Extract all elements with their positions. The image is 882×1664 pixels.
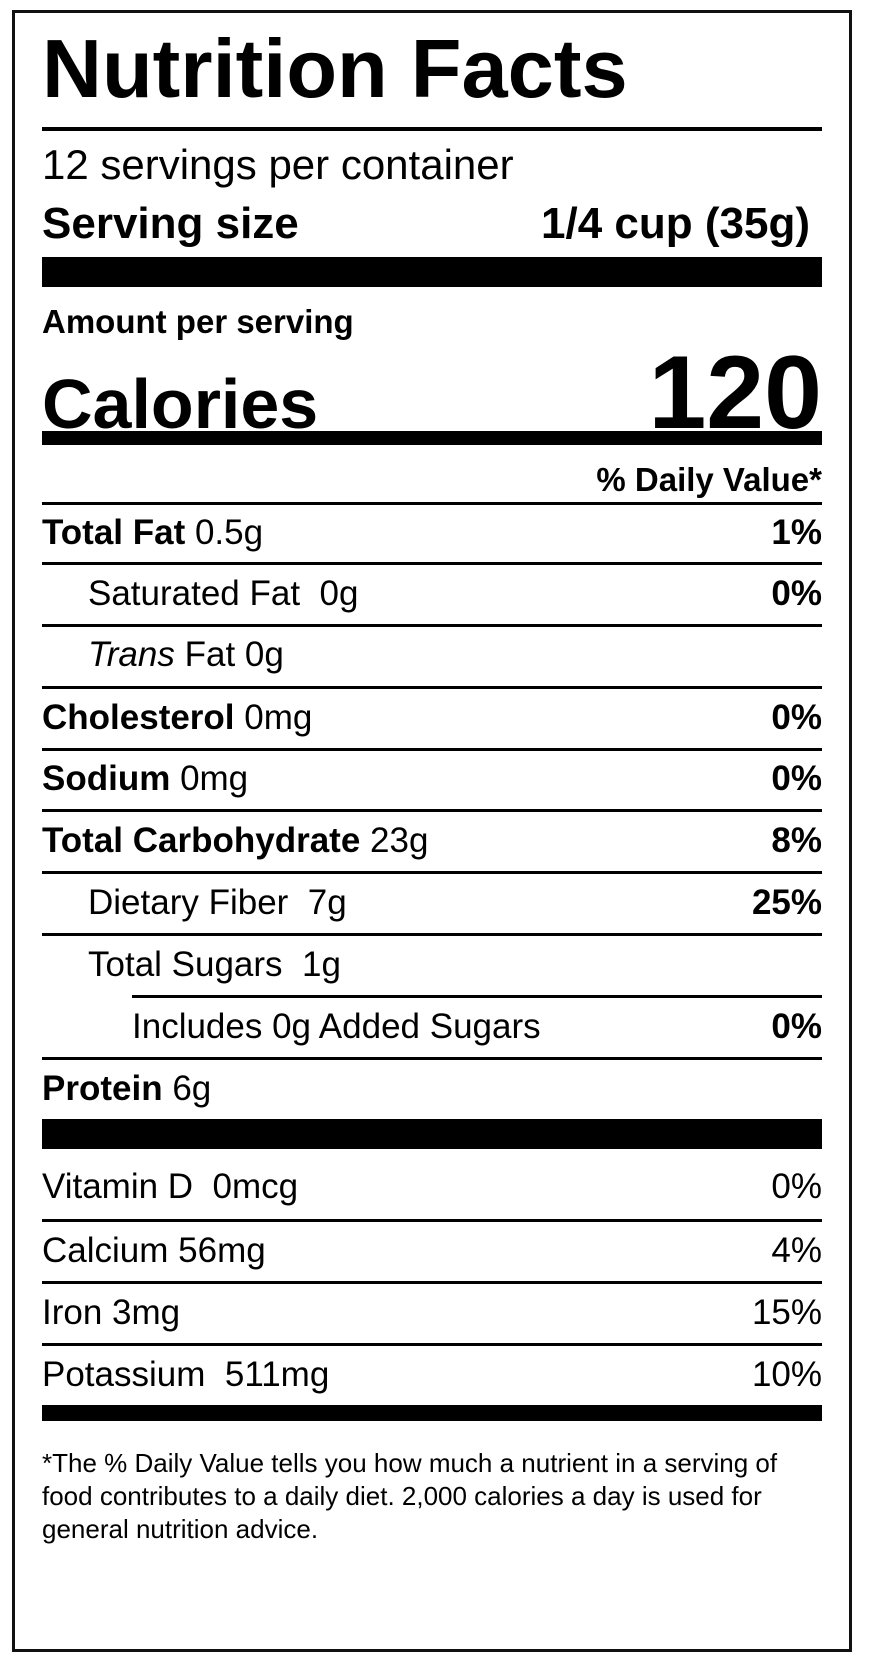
calories-rule: [42, 431, 822, 445]
nutrient-dv: 0%: [771, 574, 822, 613]
nutrient-name: Sodium: [42, 759, 171, 798]
label-content: Nutrition Facts 12 servings per containe…: [42, 13, 822, 1649]
vitamin-dv: 15%: [751, 1293, 822, 1332]
calories-row: Calories 120: [42, 335, 822, 445]
vitamin-row-vitamin-d: Vitamin D 0mcg 0%: [42, 1156, 822, 1218]
nutrient-name: Protein: [42, 1069, 163, 1108]
nutrient-row-total-carbohydrate: Total Carbohydrate 23g 8%: [42, 810, 822, 872]
nutrient-row-trans-fat: Trans Fat 0g: [42, 624, 822, 686]
vitamin-name: Iron: [42, 1293, 103, 1332]
daily-value-footnote: *The % Daily Value tells you how much a …: [42, 1448, 778, 1544]
nutrient-amount: 6g: [172, 1069, 212, 1108]
nutrient-dv: 1%: [771, 513, 822, 552]
vitamin-amount: 56mg: [178, 1231, 266, 1270]
row-divider: [42, 933, 822, 936]
servings-per-container: 12 servings per container: [42, 141, 514, 188]
vitamin-row-potassium: Potassium 511mg 10%: [42, 1344, 822, 1406]
row-divider: [42, 562, 822, 565]
serving-size-value: 1/4 cup (35g): [541, 199, 810, 248]
nutrient-dv: 0%: [771, 1007, 822, 1046]
nutrient-name: Total Sugars: [88, 945, 283, 984]
row-divider: [42, 624, 822, 627]
thick-rule-top: [42, 257, 822, 287]
nutrient-row-dietary-fiber: Dietary Fiber 7g 25%: [42, 872, 822, 934]
nutrition-facts-label: Nutrition Facts 12 servings per containe…: [12, 10, 852, 1652]
nutrient-name-rest: Fat: [174, 635, 236, 674]
vitamin-row-calcium: Calcium 56mg 4%: [42, 1220, 822, 1282]
vitamin-dv: 10%: [751, 1355, 822, 1394]
vitamin-name: Potassium: [42, 1355, 206, 1394]
vitamin-amount: 511mg: [224, 1355, 330, 1394]
vitamin-amount: 0mcg: [212, 1167, 299, 1206]
thick-rule-bottom: [42, 1405, 822, 1421]
nutrient-amount: 0mg: [244, 698, 313, 737]
nutrient-row-total-fat: Total Fat 0.5g 1%: [42, 502, 822, 564]
nutrient-row-total-sugars: Total Sugars 1g: [42, 934, 822, 996]
title-rule: [42, 127, 822, 131]
nutrient-row-added-sugars: Includes 0g Added Sugars 0%: [42, 996, 822, 1058]
row-divider: [42, 1343, 822, 1346]
nutrient-amount: 0g: [244, 635, 284, 674]
row-divider: [42, 502, 822, 505]
nutrient-row-cholesterol: Cholesterol 0mg 0%: [42, 687, 822, 749]
calories-label: Calories: [42, 365, 319, 443]
nutrient-name: Trans: [88, 635, 175, 674]
row-divider: [42, 1281, 822, 1284]
nutrient-amount: 0.5g: [194, 513, 264, 552]
vitamin-dv: 0%: [771, 1167, 822, 1206]
nutrient-row-saturated-fat: Saturated Fat 0g 0%: [42, 563, 822, 625]
vitamin-row-iron: Iron 3mg 15%: [42, 1282, 822, 1344]
label-title: Nutrition Facts: [42, 22, 628, 115]
nutrient-dv: 8%: [771, 821, 822, 860]
row-divider: [42, 871, 822, 874]
nutrient-dv: 25%: [751, 883, 822, 922]
row-divider: [42, 748, 822, 751]
row-divider: [42, 686, 822, 689]
vitamin-name: Calcium: [42, 1231, 169, 1270]
nutrient-name: Dietary Fiber: [88, 883, 289, 922]
nutrient-amount: 23g: [370, 821, 429, 860]
nutrient-name: Total Carbohydrate: [42, 821, 361, 860]
vitamin-name: Vitamin D: [42, 1167, 194, 1206]
nutrient-amount: 0g: [319, 574, 359, 613]
serving-size-label: Serving size: [42, 199, 299, 248]
row-divider: [42, 809, 822, 812]
nutrient-name: Includes 0g Added Sugars: [132, 1007, 541, 1046]
vitamin-amount: 3mg: [112, 1293, 181, 1332]
nutrient-row-protein: Protein 6g: [42, 1058, 822, 1120]
thick-rule-vitamins: [42, 1119, 822, 1149]
serving-size-row: Serving size 1/4 cup (35g): [42, 199, 822, 249]
nutrient-name: Cholesterol: [42, 698, 235, 737]
nutrient-name: Total Fat: [42, 513, 186, 552]
nutrient-dv: 0%: [771, 759, 822, 798]
row-divider: [42, 1057, 822, 1060]
nutrient-row-sodium: Sodium 0mg 0%: [42, 748, 822, 810]
nutrient-amount: 1g: [302, 945, 341, 984]
nutrient-dv: 0%: [771, 698, 822, 737]
nutrient-amount: 0mg: [180, 759, 249, 798]
nutrient-name: Saturated Fat: [88, 574, 301, 613]
row-divider: [132, 995, 822, 998]
vitamin-dv: 4%: [771, 1231, 822, 1270]
amount-per-serving: Amount per serving: [42, 303, 354, 340]
row-divider: [42, 1219, 822, 1222]
calories-value: 120: [648, 335, 822, 451]
daily-value-header: % Daily Value*: [596, 461, 822, 498]
nutrient-amount: 7g: [307, 883, 347, 922]
